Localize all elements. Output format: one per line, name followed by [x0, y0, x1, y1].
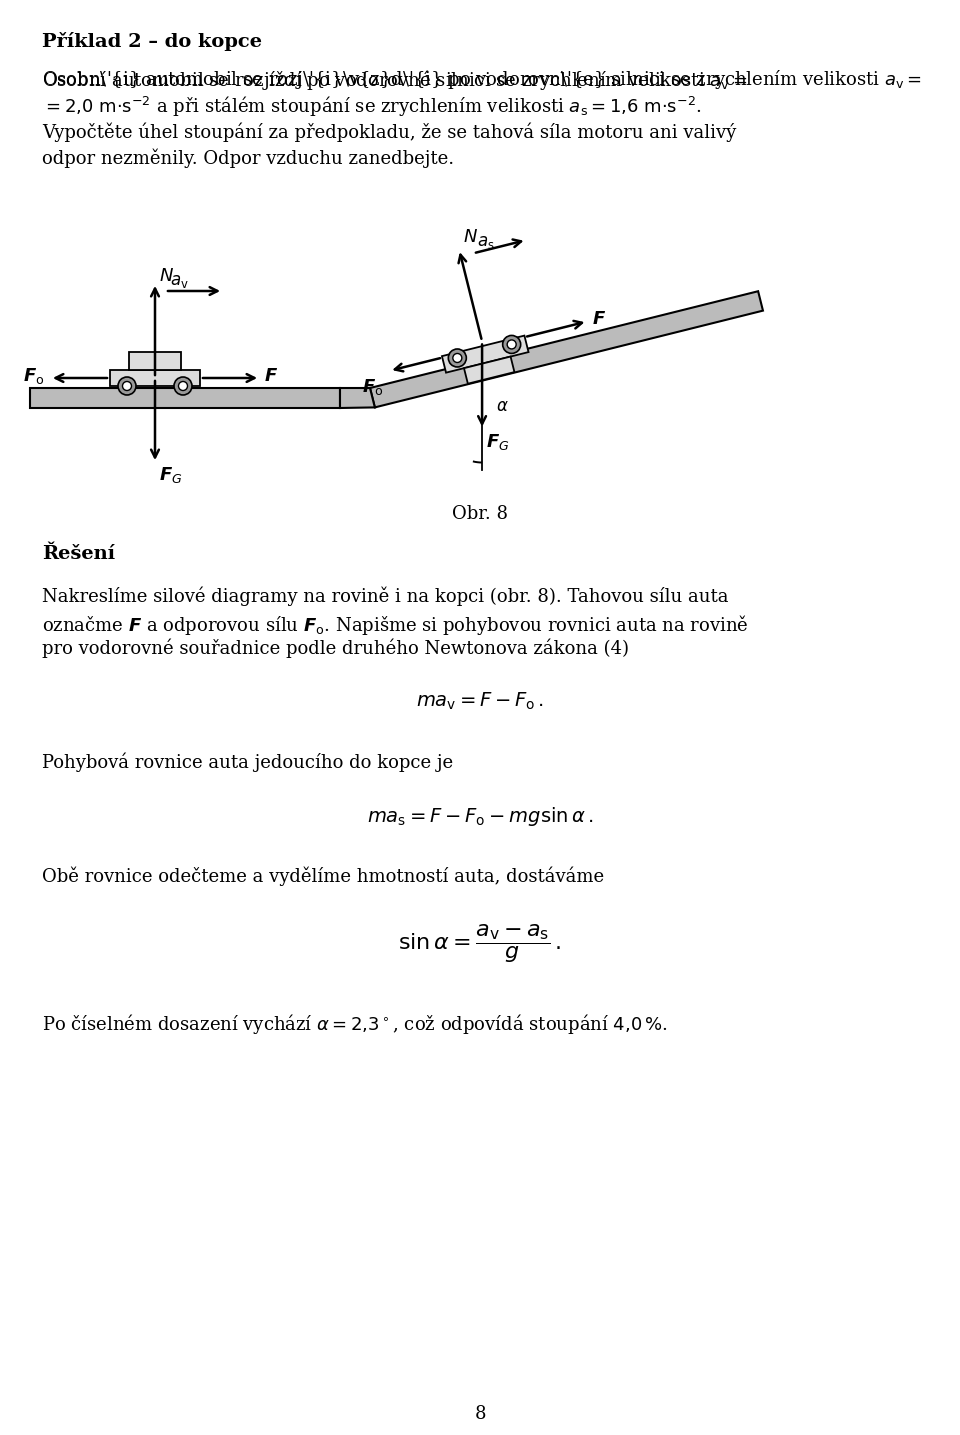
- Text: $\boldsymbol{F}_\mathrm{o}$: $\boldsymbol{F}_\mathrm{o}$: [362, 377, 383, 397]
- Circle shape: [453, 353, 462, 363]
- Text: $\sin\alpha = \dfrac{a_\mathrm{v} - a_\mathrm{s}}{g}\,.$: $\sin\alpha = \dfrac{a_\mathrm{v} - a_\m…: [398, 923, 562, 964]
- Text: Po číselném dosazení vychází $\alpha = 2{,}3^\circ$, což odpovídá stoupání $4{,}: Po číselném dosazení vychází $\alpha = 2…: [42, 1012, 667, 1036]
- Text: Pohybová rovnice auta jedoucího do kopce je: Pohybová rovnice auta jedoucího do kopce…: [42, 753, 453, 772]
- Text: $\boldsymbol{F}$: $\boldsymbol{F}$: [592, 310, 607, 329]
- Text: $\boldsymbol{F}$: $\boldsymbol{F}$: [264, 367, 278, 385]
- Circle shape: [179, 382, 187, 390]
- Text: odpor nezměnily. Odpor vzduchu zanedbejte.: odpor nezměnily. Odpor vzduchu zanedbejt…: [42, 149, 454, 168]
- Text: Obě rovnice odečteme a vydělíme hmotností auta, dostáváme: Obě rovnice odečteme a vydělíme hmotnost…: [42, 867, 604, 887]
- Text: Obr. 8: Obr. 8: [452, 505, 508, 522]
- Text: $ma_\mathrm{s} = F - F_\mathrm{o} - mg\sin\alpha\,.$: $ma_\mathrm{s} = F - F_\mathrm{o} - mg\s…: [367, 805, 593, 828]
- Text: Nakreslíme silové diagramy na rovině i na kopci (obr. 8). Tahovou sílu auta: Nakreslíme silové diagramy na rovině i n…: [42, 587, 729, 607]
- Polygon shape: [370, 291, 763, 408]
- Text: 8: 8: [474, 1405, 486, 1424]
- Text: $\alpha$: $\alpha$: [496, 397, 509, 415]
- Text: $N$: $N$: [463, 228, 478, 247]
- Circle shape: [174, 377, 192, 395]
- Circle shape: [503, 336, 520, 353]
- Polygon shape: [464, 356, 515, 383]
- Text: $= 2{,}0\ \mathrm{m{\cdot}s^{-2}}$ a při stálém stoupání se zrychlením velikosti: $= 2{,}0\ \mathrm{m{\cdot}s^{-2}}$ a při…: [42, 95, 702, 119]
- Polygon shape: [442, 336, 529, 373]
- Circle shape: [507, 340, 516, 349]
- Text: $\boldsymbol{F}_\mathrm{o}$: $\boldsymbol{F}_\mathrm{o}$: [23, 366, 45, 386]
- Text: $a_\mathrm{v}$: $a_\mathrm{v}$: [170, 273, 189, 290]
- Polygon shape: [340, 387, 374, 408]
- Circle shape: [448, 349, 467, 367]
- Text: $a_\mathrm{s}$: $a_\mathrm{s}$: [477, 234, 494, 251]
- Text: Příklad 2 – do kopce: Příklad 2 – do kopce: [42, 32, 262, 52]
- Circle shape: [123, 382, 132, 390]
- Text: Osobn\'{i} automobil se rozj\'{i}\v{z}d\'{i} po vodorovn\'{e} silnici se zrychle: Osobn\'{i} automobil se rozj\'{i}\v{z}d\…: [42, 67, 922, 90]
- Text: $ma_\mathrm{v} = F - F_\mathrm{o}\,.$: $ma_\mathrm{v} = F - F_\mathrm{o}\,.$: [416, 692, 544, 712]
- Text: $\boldsymbol{F}_G$: $\boldsymbol{F}_G$: [486, 432, 510, 452]
- Text: Osobní automobil se rozjíždí po vodorovné silnici se zrychlením velikosti $a_\ma: Osobní automobil se rozjíždí po vodorovn…: [42, 67, 747, 92]
- Polygon shape: [30, 387, 340, 408]
- Text: Řešení: Řešení: [42, 545, 115, 563]
- Text: $\boldsymbol{F}_G$: $\boldsymbol{F}_G$: [159, 465, 182, 485]
- Polygon shape: [110, 370, 200, 386]
- Text: Vypočtěte úhel stoupání za předpokladu, že se tahová síla motoru ani valivý: Vypočtěte úhel stoupání za předpokladu, …: [42, 122, 736, 142]
- Polygon shape: [129, 352, 181, 370]
- Text: $N$: $N$: [159, 267, 174, 286]
- Circle shape: [118, 377, 136, 395]
- Text: pro vodorovné souřadnice podle druhého Newtonova zákona (4): pro vodorovné souřadnice podle druhého N…: [42, 639, 629, 659]
- Text: označme $\boldsymbol{F}$ a odporovou sílu $\boldsymbol{F}_\mathrm{o}$. Napišme s: označme $\boldsymbol{F}$ a odporovou síl…: [42, 613, 749, 637]
